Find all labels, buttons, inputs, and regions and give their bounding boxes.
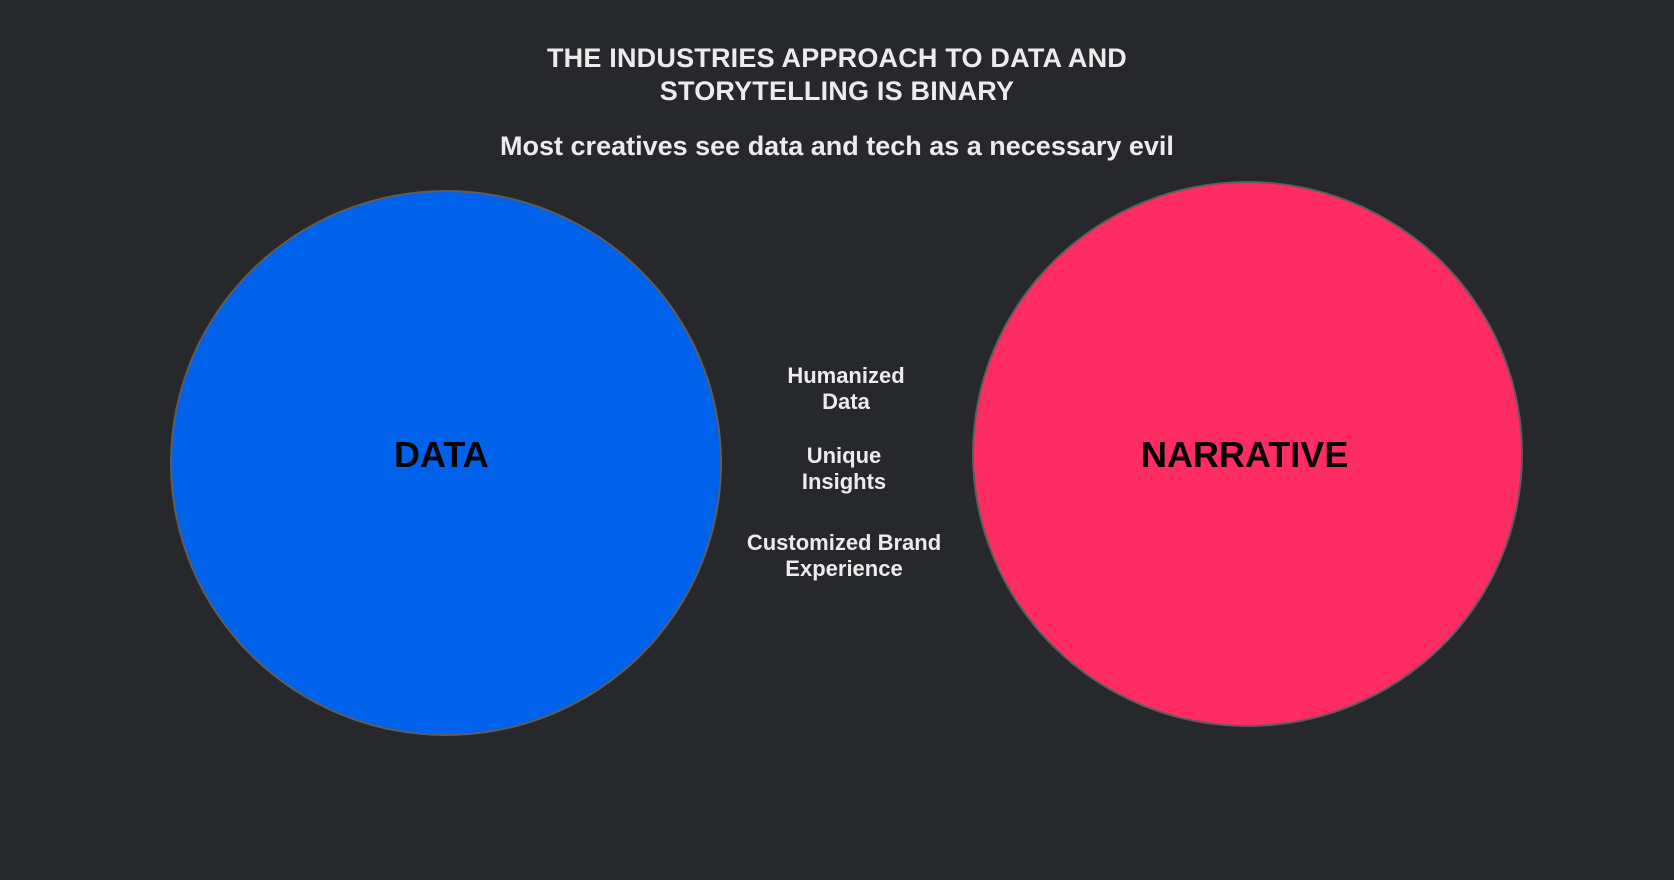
overlap-item-customized-brand-experience: Customized Brand Experience: [720, 530, 968, 582]
slide-subtitle: Most creatives see data and tech as a ne…: [500, 131, 1174, 161]
overlap-item-line-1: Humanized: [787, 363, 905, 388]
overlap-item-line-2: Data: [822, 389, 870, 414]
overlap-item-line-1: Unique: [806, 443, 882, 468]
data-circle: [170, 190, 722, 736]
slide-title-line-1: THE INDUSTRIES APPROACH TO DATA AND: [546, 43, 1127, 73]
overlap-item-humanized-data: Humanized Data: [722, 363, 970, 415]
narrative-circle: [972, 181, 1523, 727]
narrative-circle-label: NARRATIVE: [1141, 434, 1349, 475]
slide-title: THE INDUSTRIES APPROACH TO DATA AND STOR…: [0, 42, 1674, 108]
overlap-item-unique-insights: Unique Insights: [720, 443, 968, 495]
overlap-item-line-1: Customized Brand: [746, 530, 942, 555]
overlap-item-line-2: Insights: [801, 469, 887, 494]
slide-title-line-2: STORYTELLING IS BINARY: [659, 76, 1015, 106]
data-circle-label: DATA: [394, 434, 489, 475]
overlap-item-line-2: Experience: [785, 556, 903, 581]
